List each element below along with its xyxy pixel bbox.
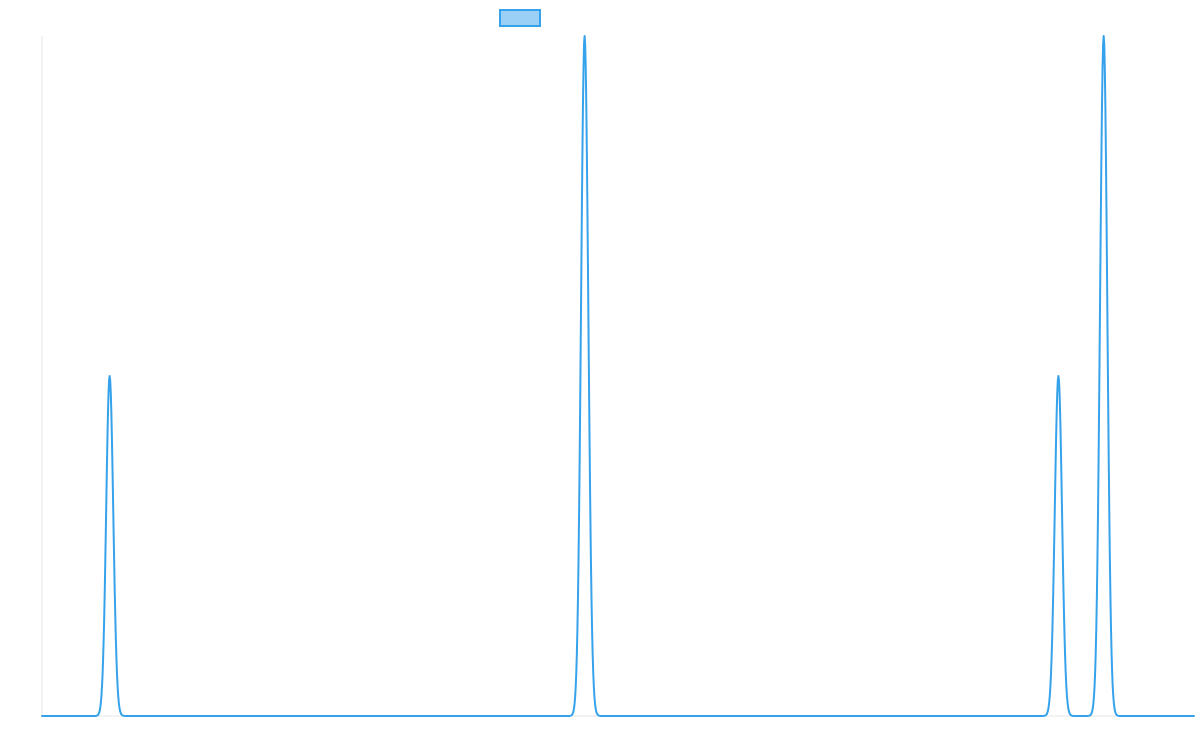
series-line xyxy=(41,35,1195,717)
legend-swatch[interactable] xyxy=(499,9,541,27)
axes xyxy=(41,36,1194,717)
series-group xyxy=(41,35,1195,717)
legend[interactable] xyxy=(499,9,541,27)
